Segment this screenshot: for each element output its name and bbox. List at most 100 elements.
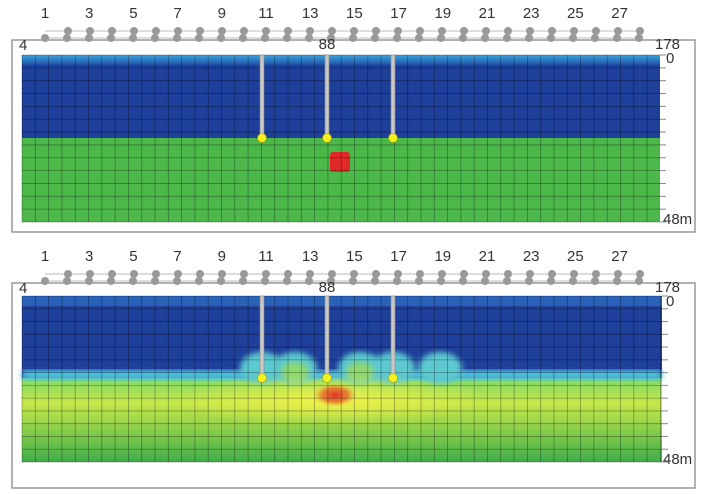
borehole [324, 54, 330, 139]
electrode [64, 270, 72, 278]
electrode [218, 270, 226, 278]
electrode [283, 277, 291, 285]
electrode [261, 34, 269, 42]
electrode [261, 277, 269, 285]
bump [418, 352, 462, 384]
electrode [613, 277, 621, 285]
electrode [504, 270, 512, 278]
electrode [284, 270, 292, 278]
center-label: 88 [319, 279, 336, 296]
electrode [41, 34, 49, 42]
electrode-label: 21 [479, 5, 496, 22]
borehole [390, 54, 396, 139]
electrode [283, 34, 291, 42]
electrode [240, 270, 248, 278]
electrode-label: 1 [41, 5, 49, 22]
electrode [195, 277, 203, 285]
electrode [63, 34, 71, 42]
electrode-label: 9 [218, 248, 226, 265]
electrode-label: 3 [85, 5, 93, 22]
electrode [438, 270, 446, 278]
electrode [372, 270, 380, 278]
electrode [262, 270, 270, 278]
electrode-label: 1 [41, 248, 49, 265]
electrode [570, 270, 578, 278]
electrode [548, 270, 556, 278]
electrode [130, 270, 138, 278]
electrode [173, 34, 181, 42]
electrode [217, 277, 225, 285]
electrode [239, 277, 247, 285]
panel-frame [11, 39, 696, 233]
electrode [636, 270, 644, 278]
electrode [349, 34, 357, 42]
electrode-label: 27 [611, 5, 628, 22]
electrode [591, 34, 599, 42]
electrode [526, 270, 534, 278]
electrode [151, 277, 159, 285]
electrode [415, 34, 423, 42]
anomaly [313, 383, 357, 407]
electrode-label: 15 [346, 5, 363, 22]
electrode [174, 270, 182, 278]
electrode [591, 277, 599, 285]
electrode [152, 27, 160, 35]
electrode [85, 277, 93, 285]
electrode [636, 27, 644, 35]
electrode-label: 13 [302, 248, 319, 265]
electrode [371, 277, 379, 285]
electrode-label: 7 [173, 5, 181, 22]
electrode [460, 27, 468, 35]
electrode [482, 270, 490, 278]
electrode-label: 3 [85, 248, 93, 265]
electrode [63, 277, 71, 285]
sensor [257, 133, 267, 143]
electrode [305, 34, 313, 42]
electrode-label: 9 [218, 5, 226, 22]
electrode-label: 25 [567, 5, 584, 22]
electrode-label: 27 [611, 248, 628, 265]
electrode [614, 27, 622, 35]
electrode [108, 270, 116, 278]
electrode [460, 270, 468, 278]
electrode [151, 34, 159, 42]
electrode [349, 277, 357, 285]
borehole [324, 295, 330, 379]
electrode-label: 15 [346, 248, 363, 265]
electrode [107, 277, 115, 285]
electrode [217, 34, 225, 42]
electrode [86, 270, 94, 278]
sensor [322, 133, 332, 143]
electrode [503, 34, 511, 42]
electrode [195, 34, 203, 42]
right-label: 178 [655, 36, 680, 53]
borehole [259, 54, 265, 139]
electrode [239, 34, 247, 42]
electrode [438, 27, 446, 35]
electrode [218, 27, 226, 35]
electrode [548, 27, 556, 35]
electrode [371, 34, 379, 42]
electrode [481, 277, 489, 285]
sensor [388, 133, 398, 143]
electrode [129, 34, 137, 42]
depth-bottom: 48m [663, 211, 692, 228]
electrode [613, 34, 621, 42]
sensor [322, 373, 332, 383]
borehole [259, 295, 265, 379]
electrode [635, 34, 643, 42]
electrode-label: 5 [129, 248, 137, 265]
electrode [570, 27, 578, 35]
electrode [459, 34, 467, 42]
electrode-label: 11 [258, 248, 274, 265]
electrode [240, 27, 248, 35]
electrode [196, 270, 204, 278]
electrode [526, 27, 534, 35]
electrode-label: 25 [567, 248, 584, 265]
electrode [108, 27, 116, 35]
electrode [481, 34, 489, 42]
electrode [504, 27, 512, 35]
electrode [173, 277, 181, 285]
